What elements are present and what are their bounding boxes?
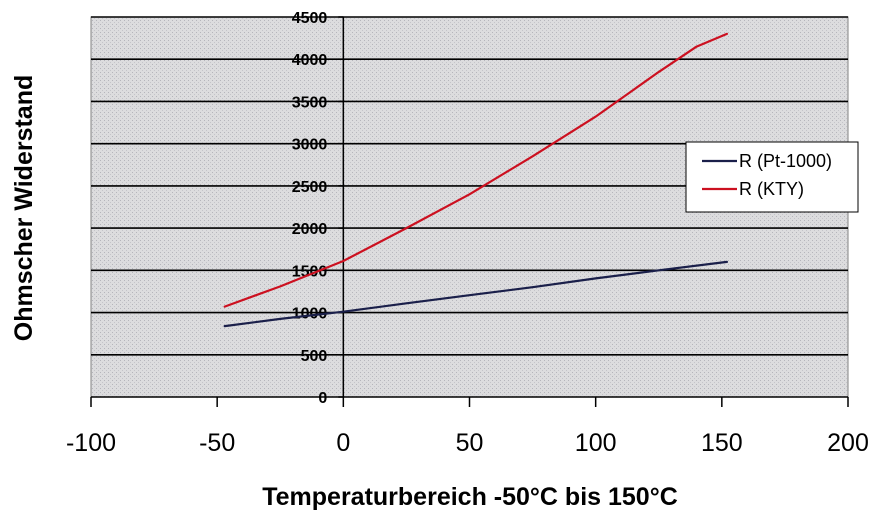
y-tick-label: 0 xyxy=(318,390,327,407)
y-tick-label: 4000 xyxy=(292,52,328,69)
x-tick-label: 150 xyxy=(701,429,743,457)
y-tick-labels: 0 500 1000 1500 2000 2500 3000 3500 4000 4500 xyxy=(292,10,328,407)
x-tick-label: -50 xyxy=(199,429,235,457)
legend-label: R (Pt-1000) xyxy=(739,151,832,171)
y-tick-label: 2500 xyxy=(292,179,328,196)
series-line-2 xyxy=(223,32,729,308)
x-tick-labels: -100 -50 0 50 100 150 200 xyxy=(66,429,869,457)
x-tick-label: 100 xyxy=(575,429,617,457)
x-tick-label: 0 xyxy=(336,429,350,457)
y-tick-label: 500 xyxy=(301,348,328,365)
y-tick-label: 1000 xyxy=(292,306,328,323)
y-tick-label: 4500 xyxy=(292,10,328,27)
x-tick-label: -100 xyxy=(66,429,116,457)
x-axis-label: Temperaturbereich -50°C bis 150°C xyxy=(262,483,678,511)
y-tick-label: 3500 xyxy=(292,94,328,111)
y-tick-label: 2000 xyxy=(292,221,328,238)
axes xyxy=(90,16,849,407)
series-line-1 xyxy=(223,260,729,328)
y-axis-label: Ohmscher Widerstand xyxy=(10,75,38,342)
legend-label: R (KTY) xyxy=(739,179,804,199)
legend-box xyxy=(685,141,859,213)
x-tick-label: 50 xyxy=(456,429,484,457)
x-tick-label: 200 xyxy=(827,429,869,457)
y-tick-label: 1500 xyxy=(292,263,328,280)
legend: R (Pt-1000) R (KTY) xyxy=(685,141,859,213)
y-tick-label: 3000 xyxy=(292,137,328,154)
series-group xyxy=(223,32,729,328)
